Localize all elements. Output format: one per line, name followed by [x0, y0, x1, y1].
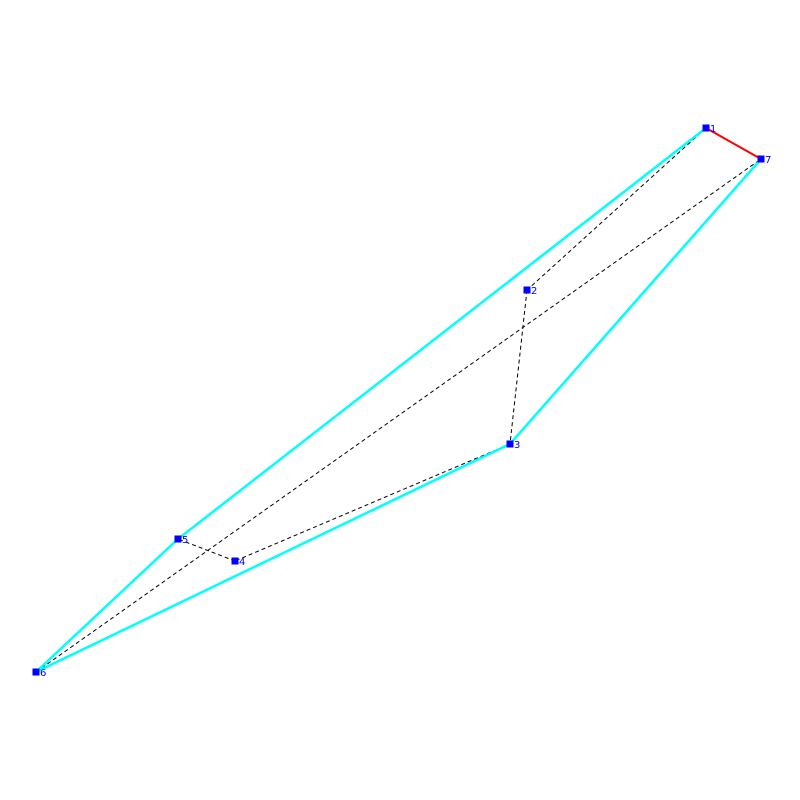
- edge-2-3: [509, 289, 528, 445]
- node-6: 6: [32, 668, 46, 679]
- node-label: 4: [239, 557, 245, 568]
- node-label: 6: [40, 668, 46, 679]
- node-label: 7: [765, 155, 771, 166]
- node-1: 1: [702, 124, 716, 135]
- edge-5-6: [35, 538, 179, 673]
- edge-3-4: [234, 443, 511, 562]
- node-5: 5: [174, 535, 188, 546]
- edges-layer: [35, 127, 762, 674]
- node-marker: [174, 535, 182, 543]
- edge-1-5: [177, 127, 707, 540]
- edge-6-3: [35, 442, 511, 674]
- node-label: 5: [182, 535, 188, 546]
- node-label: 3: [514, 440, 520, 451]
- node-marker: [702, 124, 710, 132]
- node-2: 2: [523, 286, 537, 297]
- edge-3-7: [509, 158, 762, 445]
- edge-4-5: [177, 538, 236, 562]
- node-marker: [32, 668, 40, 676]
- node-3: 3: [506, 440, 520, 451]
- node-marker: [506, 440, 514, 448]
- node-marker: [231, 557, 239, 565]
- edge-6-7: [35, 158, 762, 673]
- edge-1-7: [705, 127, 762, 160]
- node-4: 4: [231, 557, 245, 568]
- node-marker: [523, 286, 531, 294]
- node-label: 1: [710, 124, 716, 135]
- edge-1-2: [526, 127, 707, 291]
- node-label: 2: [531, 286, 537, 297]
- node-marker: [757, 155, 765, 163]
- nodes-layer: 1 2 3 4 5 6 7: [32, 124, 771, 679]
- node-7: 7: [757, 155, 771, 166]
